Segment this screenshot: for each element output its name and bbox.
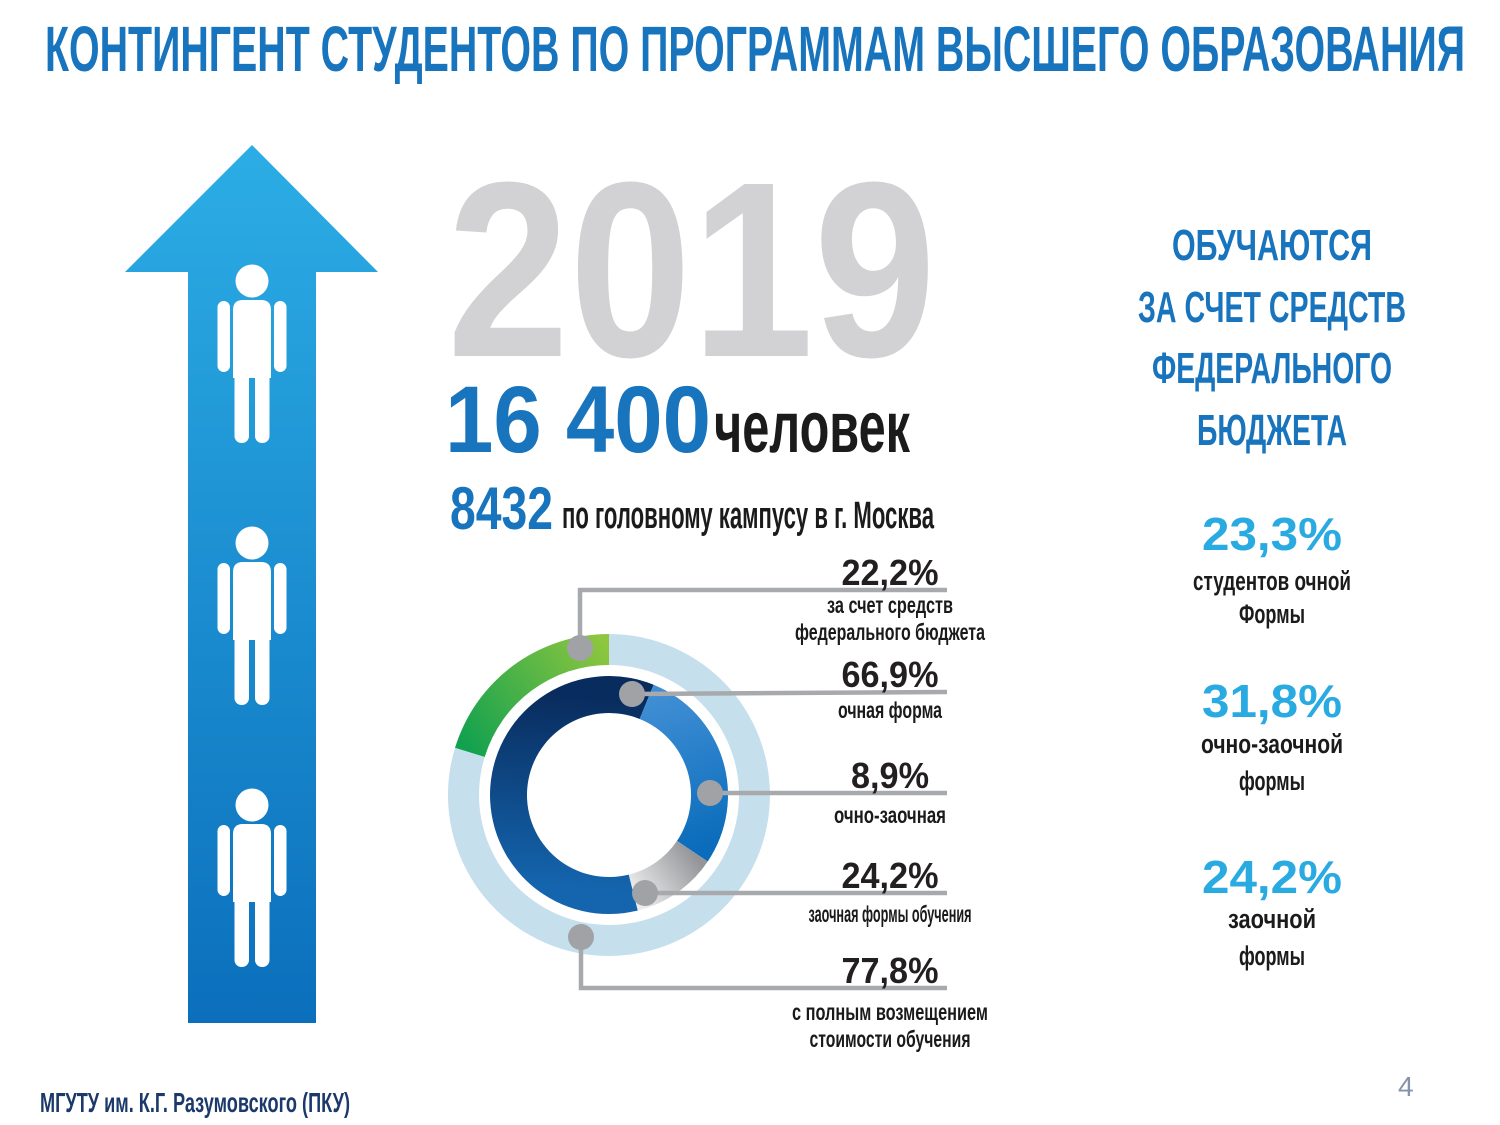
moscow-campus-label: по головному кампусу в г. Москва xyxy=(562,495,934,537)
donut-segment-inner xyxy=(490,676,654,915)
callout-parttime-label: очно-заочная xyxy=(834,802,946,828)
callout-dot xyxy=(632,880,658,906)
stat-fulltime-value: 23,3% xyxy=(1202,508,1342,560)
stat-distance-label-1: заочной xyxy=(1228,904,1316,934)
callout-paid-label-1: с полным возмещением xyxy=(792,999,988,1025)
callout-labels: 22,2% за счет средств федерального бюдже… xyxy=(792,552,988,1052)
callout-budget-label-1: за счет средств xyxy=(827,592,953,618)
moscow-campus-value: 8432 xyxy=(450,475,553,542)
donut-segment-inner xyxy=(639,684,728,862)
stat-parttime-label-2: формы xyxy=(1239,766,1305,796)
stat-distance-label-2: формы xyxy=(1239,941,1305,971)
callout-paid-value: 77,8% xyxy=(842,950,939,991)
right-heading-line-3: ФЕДЕРАЛЬНОГО xyxy=(1152,344,1392,393)
callout-fulltime-value: 66,9% xyxy=(842,654,939,695)
callout-fulltime-label: очная форма xyxy=(838,697,942,723)
right-heading-line-1: ОБУЧАЮТСЯ xyxy=(1172,221,1372,270)
right-heading-line-4: БЮДЖЕТА xyxy=(1197,406,1347,455)
footer-organization: МГУТУ им. К.Г. Разумовского (ПКУ) xyxy=(40,1087,350,1118)
stat-fulltime-label-1: студентов очной xyxy=(1193,566,1351,596)
page-title: КОНТИНГЕНТ СТУДЕНТОВ ПО ПРОГРАММАМ ВЫСШЕ… xyxy=(45,13,1465,85)
right-heading-line-2: ЗА СЧЕТ СРЕДСТВ xyxy=(1138,283,1406,332)
stat-fulltime-label-2: Формы xyxy=(1239,599,1305,629)
year-watermark: 2019 xyxy=(447,130,936,409)
stat-parttime-label-1: очно-заочной xyxy=(1201,729,1343,759)
callout-dot xyxy=(568,924,594,950)
total-students-unit: человек xyxy=(714,388,911,468)
callout-distance-value: 24,2% xyxy=(842,855,939,896)
growth-arrow xyxy=(125,145,378,1023)
callout-distance-label: заочная формы обучения xyxy=(809,901,972,927)
callout-budget-value: 22,2% xyxy=(842,552,939,593)
callout-dot xyxy=(697,780,723,806)
callout-dot xyxy=(567,635,593,661)
stat-distance-value: 24,2% xyxy=(1202,851,1342,903)
callout-dot xyxy=(619,681,645,707)
donut-segment-outer xyxy=(455,634,609,757)
callout-paid-label-2: стоимости обучения xyxy=(810,1026,971,1052)
stat-parttime-value: 31,8% xyxy=(1202,675,1342,727)
page-number: 4 xyxy=(1398,1071,1414,1102)
callout-budget-label-2: федерального бюджета xyxy=(795,619,985,645)
right-panel: ОБУЧАЮТСЯ ЗА СЧЕТ СРЕДСТВ ФЕДЕРАЛЬНОГО Б… xyxy=(1138,221,1406,971)
total-students-value: 16 400 xyxy=(445,367,711,473)
callout-parttime-value: 8,9% xyxy=(851,755,929,796)
callout-lines xyxy=(567,587,948,991)
